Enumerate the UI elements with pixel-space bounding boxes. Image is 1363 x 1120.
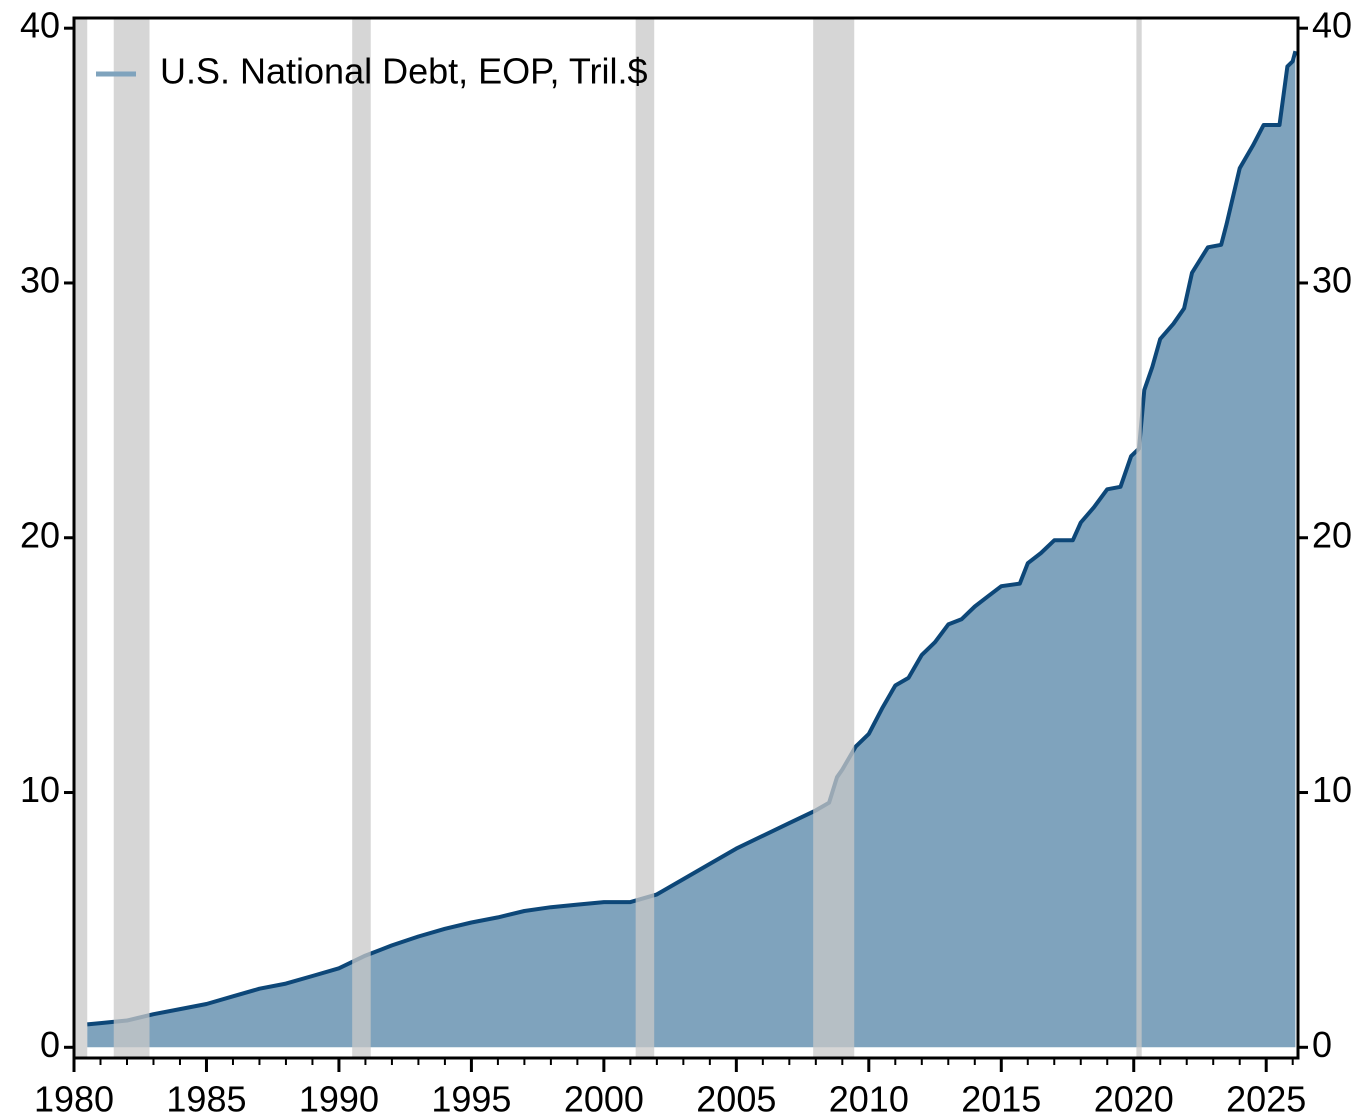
y2-tick-label: 30 — [1312, 259, 1352, 300]
recession-band — [113, 18, 150, 1058]
x-tick-label: 2015 — [961, 1079, 1041, 1120]
y-tick-label: 10 — [20, 769, 60, 810]
recession-band — [813, 18, 855, 1058]
x-tick-label: 2025 — [1226, 1079, 1306, 1120]
x-tick-label: 1985 — [166, 1079, 246, 1120]
x-tick-label: 2005 — [696, 1079, 776, 1120]
recession-band — [352, 18, 371, 1058]
y2-tick-label: 0 — [1312, 1024, 1332, 1065]
recession-band — [1136, 18, 1142, 1058]
x-tick-label: 2020 — [1094, 1079, 1174, 1120]
y-tick-label: 20 — [20, 514, 60, 555]
y-tick-label: 30 — [20, 259, 60, 300]
area-fill — [87, 51, 1296, 1048]
legend-label: U.S. National Debt, EOP, Tril.$ — [160, 51, 648, 92]
x-tick-label: 2000 — [564, 1079, 644, 1120]
recession-band — [635, 18, 655, 1058]
x-tick-label: 1980 — [34, 1079, 114, 1120]
y2-tick-label: 10 — [1312, 769, 1352, 810]
recession-band — [74, 18, 88, 1058]
x-tick-label: 2010 — [829, 1079, 909, 1120]
x-tick-label: 1990 — [299, 1079, 379, 1120]
y-tick-label: 40 — [20, 5, 60, 46]
series-line — [87, 50, 1298, 1027]
y2-tick-label: 20 — [1312, 514, 1352, 555]
x-tick-label: 1995 — [431, 1079, 511, 1120]
y-tick-label: 0 — [40, 1024, 60, 1065]
y2-tick-label: 40 — [1312, 5, 1352, 46]
plot-area — [74, 18, 1298, 1058]
